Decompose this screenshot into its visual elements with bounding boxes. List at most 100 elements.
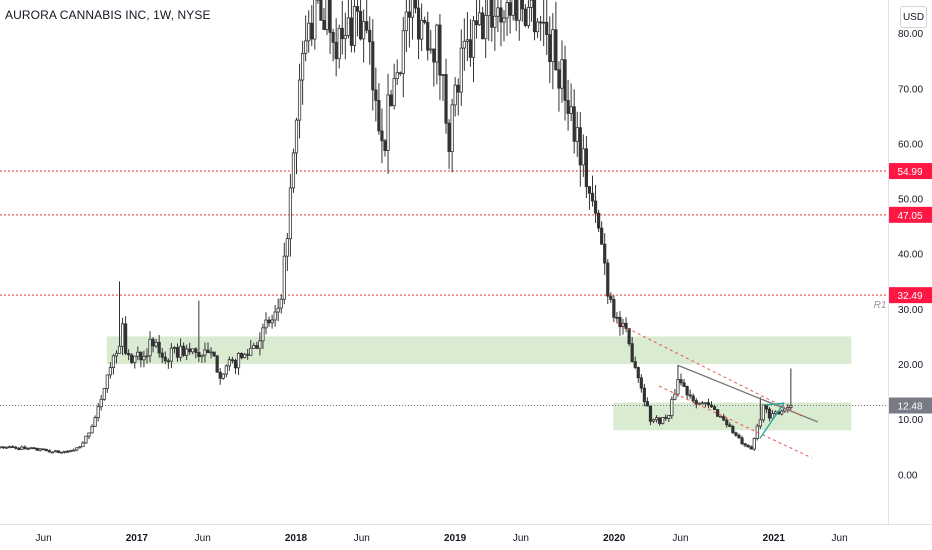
candle-body — [47, 450, 51, 453]
candle-body — [96, 406, 100, 419]
candle-body — [453, 84, 457, 106]
candle-body — [786, 407, 790, 410]
candle-body — [172, 347, 177, 349]
candle-body — [136, 351, 140, 357]
currency-button[interactable]: USD — [900, 6, 927, 28]
candle-body — [282, 255, 286, 300]
candle-body — [267, 319, 271, 324]
candle-body — [432, 48, 436, 63]
candle-body — [264, 319, 268, 329]
candle-body — [233, 360, 238, 369]
time-tick-label: 2019 — [444, 533, 467, 544]
candle-body — [304, 40, 308, 54]
candle-body — [117, 345, 122, 354]
candle-body — [761, 404, 765, 421]
trendline — [658, 385, 812, 459]
candle-body — [325, 0, 329, 30]
candle-body — [532, 0, 537, 33]
candle-body — [682, 382, 686, 387]
candle-body — [502, 17, 506, 23]
candle-body — [578, 127, 582, 166]
candle-body — [169, 347, 173, 362]
candle-body — [84, 435, 88, 444]
candle-body — [624, 322, 628, 329]
candle-body — [127, 353, 131, 356]
candle-body — [520, 0, 524, 10]
candle-body — [133, 355, 137, 363]
candle-body — [322, 19, 326, 30]
candle-body — [679, 379, 683, 384]
candle-body — [728, 424, 732, 427]
candle-body — [99, 398, 103, 408]
candles — [0, 0, 793, 454]
candle-body — [746, 444, 750, 448]
candle-body — [386, 94, 390, 151]
candle-body — [737, 434, 741, 439]
candle-body — [20, 446, 24, 450]
candle-body — [731, 426, 735, 434]
candle-body — [706, 402, 711, 406]
candle-body — [694, 400, 698, 405]
time-axis[interactable]: Jun 2017 Jun 2018 Jun 2019 Jun 2020 Jun 2021 Jun — [36, 533, 848, 544]
candle-body — [17, 447, 21, 450]
candle-body — [215, 355, 219, 373]
candle-body — [636, 367, 640, 379]
candle-body — [8, 446, 12, 449]
candle-body — [752, 438, 756, 450]
candle-body — [435, 24, 439, 63]
candle-body — [542, 21, 546, 24]
candle-body — [703, 402, 708, 405]
candle-body — [310, 22, 314, 40]
candle-body — [630, 343, 634, 363]
candle-body — [462, 40, 466, 49]
time-tick-label: 2021 — [763, 533, 786, 544]
time-tick-label: Jun — [832, 533, 848, 544]
candle-body — [209, 351, 213, 354]
candle-body — [667, 415, 671, 419]
candle-body — [407, 11, 412, 18]
candle-body — [285, 238, 289, 257]
candle-body — [273, 311, 277, 321]
candle-body — [603, 243, 607, 264]
candle-body — [160, 352, 164, 358]
candle-body — [276, 307, 280, 313]
candle-body — [517, 0, 521, 21]
candle-body — [673, 393, 677, 400]
candle-body — [371, 41, 375, 91]
price-axis[interactable]: 80.00 70.00 60.00 50.00 40.00 30.00 20.00 10.00… — [898, 29, 923, 481]
candle-body — [377, 99, 381, 132]
candle-body — [712, 406, 717, 410]
candle-body — [346, 17, 350, 36]
candle-body — [355, 6, 360, 12]
time-tick-label: Jun — [513, 533, 529, 544]
candle-body — [185, 348, 189, 356]
candle-body — [551, 29, 555, 63]
candle-body — [471, 20, 476, 58]
candle-body — [288, 187, 292, 240]
resistance-price-tag-bg — [889, 287, 932, 304]
candle-body — [420, 19, 424, 40]
candle-body — [526, 7, 531, 26]
candle-body — [499, 7, 503, 23]
candle-body — [41, 448, 45, 451]
candle-body — [734, 432, 738, 436]
candle-body — [389, 94, 393, 107]
price-tick-label: 0.00 — [898, 470, 918, 481]
candle-body — [401, 30, 405, 74]
candle-body — [358, 10, 363, 40]
candle-body — [50, 451, 54, 454]
resistance-price-tag: 47.05 — [897, 211, 922, 222]
candle-body — [459, 47, 463, 93]
candle-body — [477, 12, 482, 26]
last-price-tag-bg — [889, 397, 932, 414]
candle-body — [261, 327, 265, 342]
candle-body — [566, 99, 570, 114]
candle-body — [365, 21, 369, 31]
candle-body — [218, 371, 222, 379]
candle-body — [194, 348, 198, 353]
candle-body — [352, 6, 357, 46]
candle-body — [200, 354, 204, 357]
candle-body — [90, 425, 94, 434]
candle-body — [691, 395, 695, 401]
